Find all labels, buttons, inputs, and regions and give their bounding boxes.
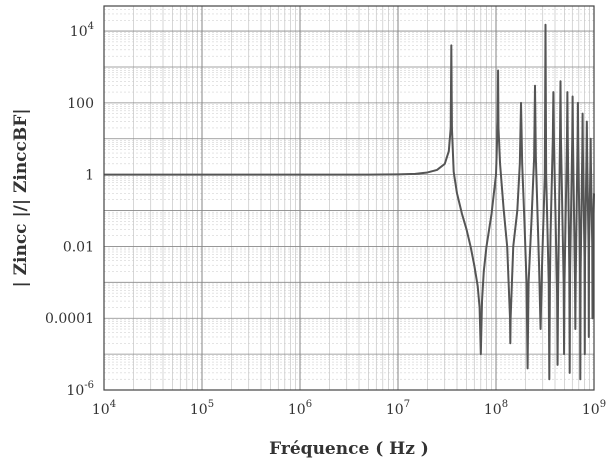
y-tick-label: 0.0001 (45, 311, 94, 327)
y-tick-label: 100 (67, 96, 94, 112)
x-tick-label: 108 (484, 399, 508, 418)
y-tick-label: 1 (85, 168, 94, 184)
y-tick-label: 0.01 (63, 239, 94, 255)
x-tick-label: 105 (190, 399, 214, 418)
x-axis-title: Fréquence ( Hz ) (269, 439, 429, 459)
x-tick-label: 109 (582, 399, 606, 418)
y-axis-title: | Zincc |/| ZinccBF| (11, 109, 31, 288)
impedance-ratio-line (104, 23, 595, 381)
plot-frame (103, 5, 595, 391)
x-tick-labels: 104 105 106 107 108 109 (92, 399, 606, 418)
y-tick-label: 10-6 (66, 380, 94, 399)
y-tick-label: 104 (70, 21, 94, 40)
x-tick-label: 107 (386, 399, 410, 418)
x-tick-label: 104 (92, 399, 116, 418)
y-tick-labels: 104 100 1 0.01 0.0001 10-6 (45, 21, 94, 399)
x-tick-label: 106 (288, 399, 312, 418)
